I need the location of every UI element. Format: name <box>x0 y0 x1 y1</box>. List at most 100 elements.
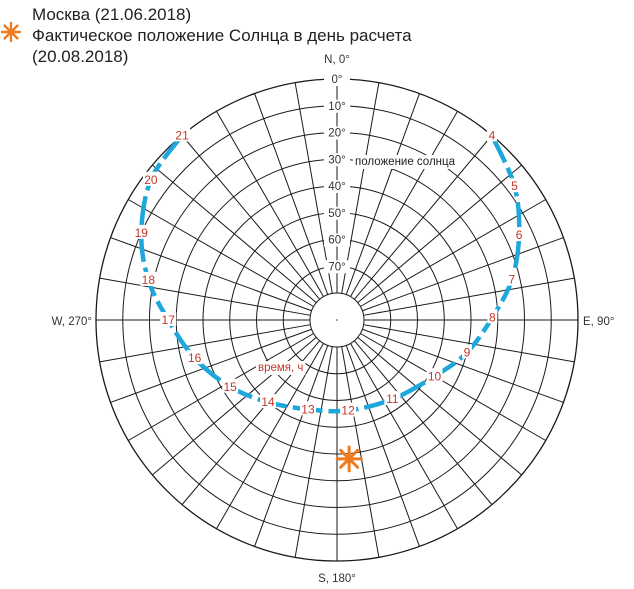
azimuth-line <box>341 82 380 294</box>
hour-label: 20 <box>144 173 158 187</box>
azimuth-line <box>128 333 314 441</box>
azimuth-line <box>216 111 324 297</box>
altitude-label: 60° <box>328 235 345 247</box>
hour-label: 7 <box>509 273 516 287</box>
hour-label: 16 <box>188 351 202 365</box>
chart-title: Москва (21.06.2018) <box>32 5 192 24</box>
legend-label: Фактическое положение Солнца в день расч… <box>32 26 412 45</box>
hour-label: 8 <box>489 310 496 324</box>
azimuth-line <box>99 324 311 363</box>
hour-label-bg <box>340 402 357 417</box>
azimuth-line <box>362 328 564 403</box>
azimuth-line <box>294 346 333 558</box>
hour-label: 10 <box>428 369 442 383</box>
azimuth-line <box>254 345 329 547</box>
azimuth-line <box>360 333 546 441</box>
east-label: E, 90° <box>583 316 614 328</box>
sun-icon <box>0 21 22 43</box>
altitude-label: 50° <box>328 208 345 220</box>
hour-label-bg <box>486 127 497 142</box>
hour-label-bg <box>426 368 443 383</box>
hour-label: 4 <box>489 128 496 142</box>
hour-label: 12 <box>341 404 355 418</box>
hour-label: 19 <box>135 226 149 240</box>
hour-label-bg <box>160 312 177 326</box>
header: Москва (21.06.2018) Фактическое положени… <box>8 4 412 67</box>
azimuth-line <box>357 336 522 476</box>
hour-label: 18 <box>142 273 156 287</box>
altitude-label-bg <box>324 233 350 247</box>
azimuth-line <box>357 164 522 304</box>
hour-label-bg <box>186 350 203 365</box>
altitude-label-bg <box>324 260 350 274</box>
hour-label-bg <box>462 344 473 359</box>
hour-label: 17 <box>162 313 176 327</box>
altitude-label-bg <box>324 153 350 167</box>
labels-layer: N, 0° E, 90° S, 180° W, 270° положение с… <box>52 53 614 586</box>
hour-label-bg <box>133 224 150 239</box>
azimuth-line <box>152 164 317 304</box>
azimuth-line <box>181 135 321 300</box>
azimuth-line <box>294 82 333 294</box>
compass-label-bg <box>316 572 358 586</box>
hour-label-bg <box>174 127 191 142</box>
hour-label-bg <box>509 178 520 193</box>
compass-label-bg <box>322 53 352 67</box>
azimuth-line <box>152 336 317 476</box>
hour-label: 11 <box>386 392 399 406</box>
azimuth-line <box>353 135 493 300</box>
north-label: N, 0° <box>324 54 350 66</box>
azimuth-line <box>216 343 324 529</box>
altitude-label-bg <box>324 180 350 193</box>
azimuth-line <box>345 93 420 295</box>
azimuth-line <box>110 328 312 403</box>
azimuth-line <box>254 93 329 295</box>
sun-path-layer: 4 5 6 7 8 9 10 11 12 13 14 15 16 17 18 19 20 21 <box>133 127 525 473</box>
altitude-label: 0° <box>332 74 343 86</box>
azimuth-line <box>363 324 575 363</box>
azimuth-line <box>341 346 380 558</box>
legend-date: (20.08.2018) <box>32 47 129 66</box>
altitude-label-bg <box>324 73 350 86</box>
hour-label-bg <box>260 394 277 409</box>
azimuth-line <box>99 277 311 316</box>
sun-path-annotation: положение солнца <box>355 156 456 168</box>
azimuth-line <box>128 199 314 307</box>
hour-label: 6 <box>516 228 523 242</box>
altitude-circle <box>336 319 338 321</box>
hour-label: 15 <box>223 380 237 394</box>
altitude-label: 40° <box>328 181 345 193</box>
altitude-label-bg <box>324 206 350 220</box>
hour-label-bg <box>384 391 401 406</box>
hour-label: 5 <box>511 179 518 193</box>
altitude-label-bg <box>324 99 350 113</box>
hour-label: 9 <box>464 345 471 359</box>
azimuth-line <box>362 237 564 312</box>
hour-label-bg <box>487 309 498 324</box>
altitude-label: 70° <box>328 261 345 273</box>
azimuth-line <box>350 111 458 297</box>
annotation-bg <box>353 155 458 169</box>
azimuth-line <box>345 345 420 547</box>
hour-label: 13 <box>301 402 315 416</box>
hour-label-bg <box>506 271 517 286</box>
hour-label-bg <box>222 378 239 393</box>
annotation-bg <box>256 361 306 375</box>
azimuth-line <box>363 277 575 316</box>
hour-label: 14 <box>261 395 275 409</box>
sun-icon <box>335 445 363 473</box>
altitude-label-bg <box>324 126 350 140</box>
hour-label-bg <box>142 171 159 186</box>
azimuth-line <box>353 340 493 505</box>
altitude-label: 30° <box>328 154 345 166</box>
hour-label-bg <box>140 271 157 286</box>
south-label: S, 180° <box>318 573 356 585</box>
altitude-label: 20° <box>328 128 345 140</box>
azimuth-line <box>350 343 458 529</box>
west-label: W, 270° <box>52 316 92 328</box>
hour-label-bg <box>299 401 316 416</box>
altitude-label: 10° <box>328 101 345 113</box>
azimuth-line <box>360 199 546 307</box>
hour-label-bg <box>514 227 525 242</box>
